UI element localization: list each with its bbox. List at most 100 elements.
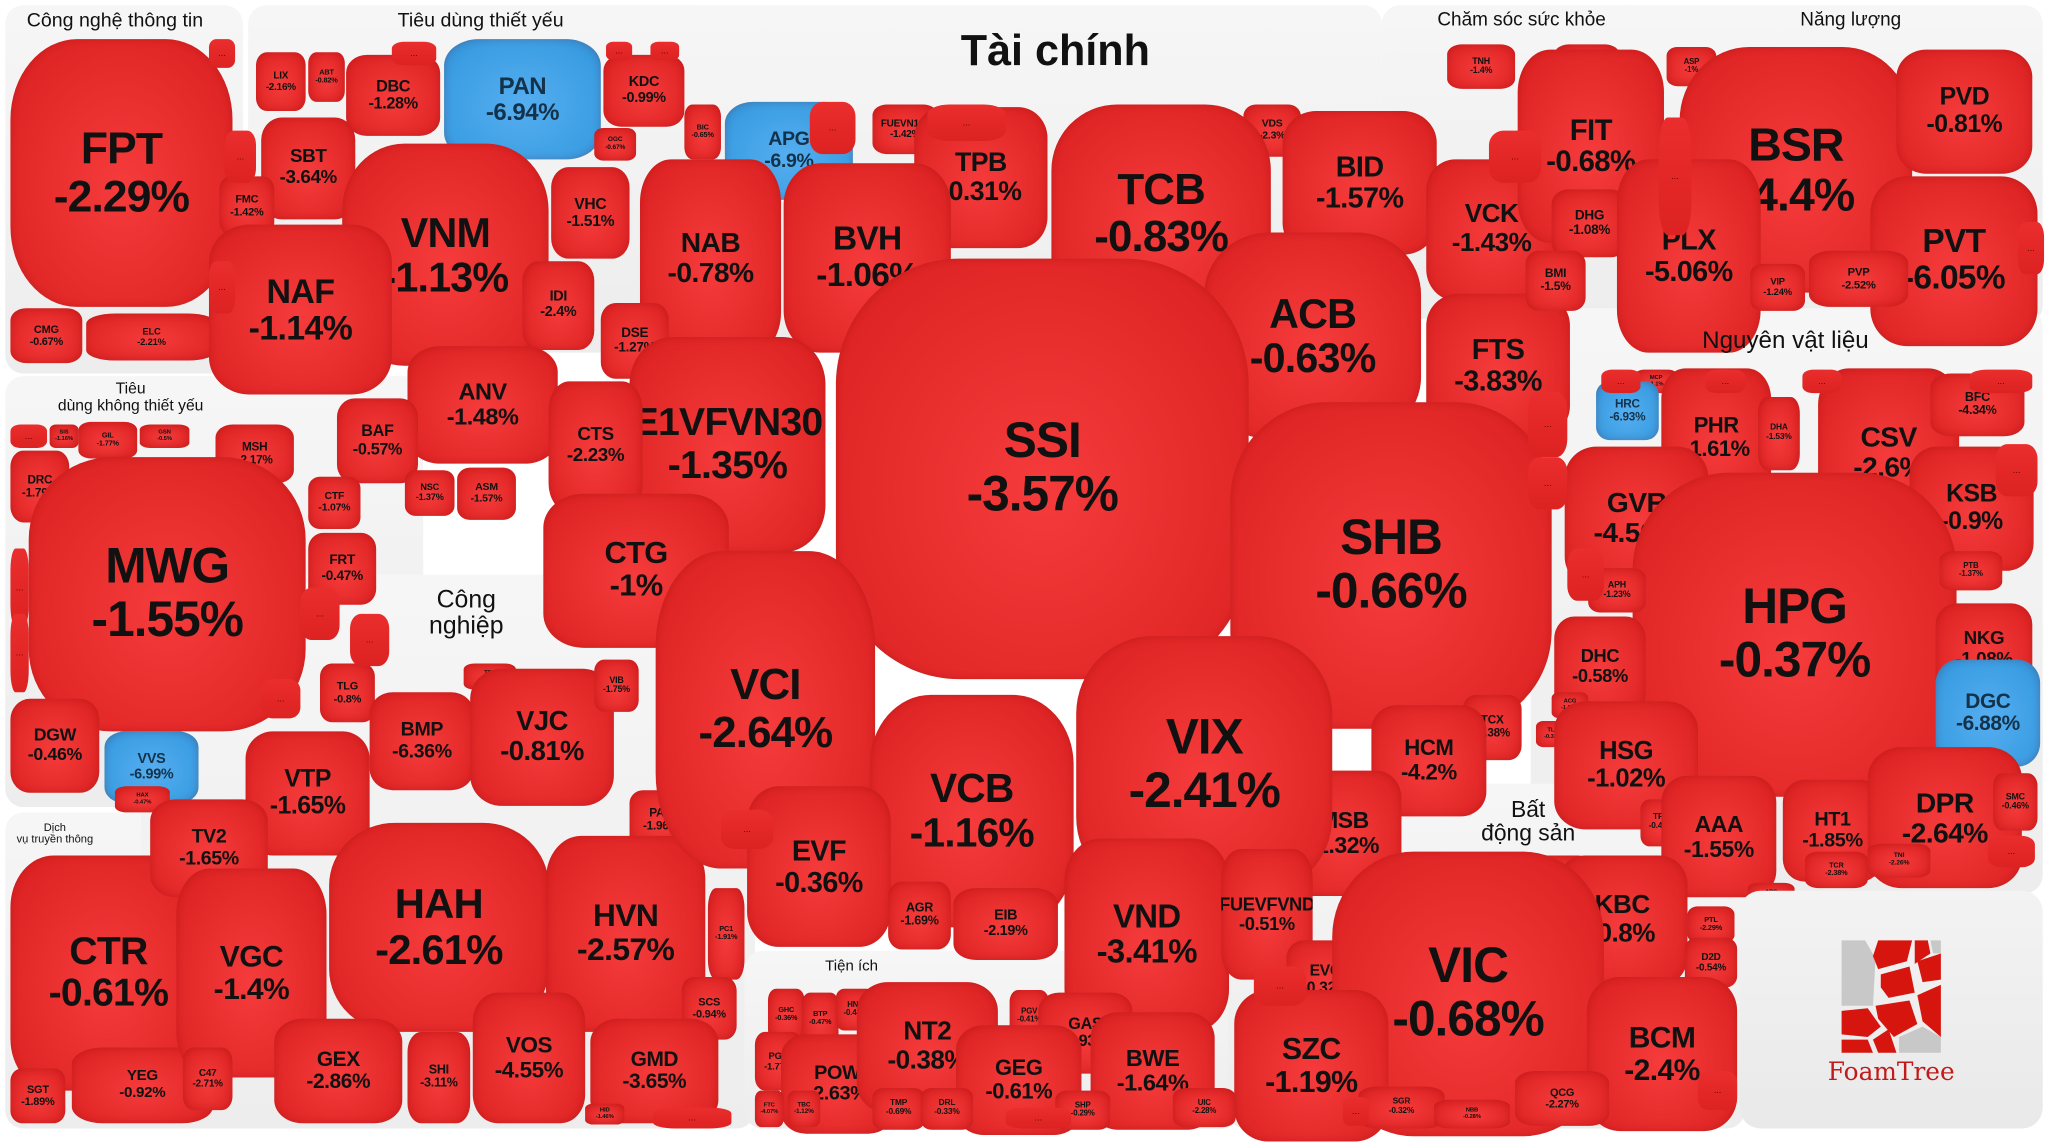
collapsed-stocks-cell[interactable]: ... <box>653 1107 732 1129</box>
collapsed-stocks-cell[interactable]: ... <box>1528 391 1568 458</box>
stock-cell-c47[interactable]: C47 -2.71% <box>182 1047 233 1111</box>
stock-cell-sgt[interactable]: SGT -1.89% <box>10 1068 66 1124</box>
stock-cell-cts[interactable]: CTS -2.23% <box>548 381 643 512</box>
stock-cell-dhg[interactable]: DHG -1.08% <box>1551 189 1628 258</box>
stock-cell-ptb[interactable]: PTB -1.37% <box>1939 551 2003 591</box>
collapsed-stocks-cell[interactable]: ... <box>300 587 340 640</box>
collapsed-stocks-cell[interactable]: ... <box>1658 117 1692 236</box>
stock-cell-abt[interactable]: ABT -0.82% <box>308 52 345 102</box>
stock-cell-evf[interactable]: EVF -0.36% <box>747 786 891 947</box>
stock-cell-hah[interactable]: HAH -2.61% <box>329 822 549 1032</box>
collapsed-stocks-cell[interactable]: ... <box>1802 369 1842 394</box>
stock-cell-ftc[interactable]: FTC -4.07% <box>754 1090 784 1128</box>
stock-cell-gsn[interactable]: GSN -0.5% <box>139 424 190 448</box>
collapsed-stocks-cell[interactable]: ... <box>1005 1107 1072 1129</box>
stock-cell-hid[interactable]: HID -1.46% <box>585 1103 625 1125</box>
stock-cell-idi[interactable]: IDI -2.4% <box>522 261 595 351</box>
stock-cell-shi[interactable]: SHI -3.11% <box>407 1031 471 1124</box>
stock-cell-pan[interactable]: PAN -6.94% <box>444 39 601 160</box>
collapsed-stocks-cell[interactable]: ... <box>208 39 236 68</box>
collapsed-stocks-cell[interactable]: ... <box>1488 130 1542 183</box>
stock-cell-pvd[interactable]: PVD -0.81% <box>1896 49 2033 174</box>
stock-cell-asm[interactable]: ASM -1.57% <box>457 467 516 520</box>
stock-cell-gil[interactable]: GIL -1.77% <box>78 421 138 459</box>
stock-cell-sgr[interactable]: SGR -0.32% <box>1358 1086 1445 1129</box>
stock-cell-dbc[interactable]: DBC -1.28% <box>346 54 441 136</box>
stock-cell-sis[interactable]: SIS -1.16% <box>49 424 79 448</box>
collapsed-stocks-cell[interactable]: ... <box>1705 369 1745 394</box>
stock-cell-drl[interactable]: DRL -0.33% <box>920 1087 974 1130</box>
collapsed-stocks-cell[interactable]: ... <box>1601 369 1641 394</box>
stock-cell-vhc[interactable]: VHC -1.51% <box>551 167 630 259</box>
stock-cell-tlg[interactable]: TLG -0.8% <box>319 663 375 723</box>
stock-cell-pc1[interactable]: PC1 -1.91% <box>707 888 745 980</box>
collapsed-stocks-cell[interactable]: ... <box>650 41 680 61</box>
collapsed-stocks-cell[interactable]: ... <box>720 809 774 849</box>
collapsed-stocks-cell[interactable]: ... <box>1342 1097 1369 1126</box>
collapsed-stocks-cell[interactable]: ... <box>10 613 29 693</box>
collapsed-stocks-cell[interactable]: ... <box>350 613 390 667</box>
stock-cell-ctf[interactable]: CTF -1.07% <box>308 476 361 529</box>
collapsed-stocks-cell[interactable]: ... <box>208 261 236 314</box>
stock-cell-bmp[interactable]: BMP -6.36% <box>369 692 475 791</box>
stock-cell-lix[interactable]: LIX -2.16% <box>255 52 306 112</box>
stock-cell-uic[interactable]: UIC -2.28% <box>1172 1087 1236 1128</box>
collapsed-stocks-cell[interactable]: ... <box>1567 548 1604 601</box>
stock-cell-nsc[interactable]: NSC -1.37% <box>404 470 455 516</box>
stock-cell-sbt[interactable]: SBT -3.64% <box>261 117 356 220</box>
stock-cell-vgc[interactable]: VGC -1.4% <box>176 868 327 1078</box>
stock-cell-naf[interactable]: NAF -1.14% <box>208 224 392 395</box>
stock-cell-bic[interactable]: BIC -0.65% <box>684 104 721 160</box>
stock-cell-anv[interactable]: ANV -1.48% <box>407 346 558 464</box>
collapsed-stocks-cell[interactable]: ... <box>606 41 633 61</box>
stock-cell-ogc[interactable]: OGC -0.67% <box>594 127 637 161</box>
stock-cell-tmp[interactable]: TMP -0.69% <box>872 1087 925 1130</box>
stock-cell-qcg[interactable]: QCG -2.27% <box>1515 1071 1610 1126</box>
collapsed-stocks-cell[interactable]: ... <box>1987 835 2035 868</box>
stock-cell-vip[interactable]: VIP -1.24% <box>1750 263 1806 311</box>
collapsed-stocks-cell[interactable]: ... <box>809 101 856 155</box>
collapsed-stocks-cell[interactable]: ... <box>261 679 301 719</box>
stock-cell-cmg[interactable]: CMG -0.67% <box>10 308 83 364</box>
collapsed-stocks-cell[interactable]: ... <box>10 548 29 627</box>
stock-cell-bid[interactable]: BID -1.57% <box>1282 111 1437 255</box>
stock-cell-ptl[interactable]: PTL -2.29% <box>1687 906 1735 944</box>
collapsed-stocks-cell[interactable]: ... <box>1253 966 1307 1006</box>
stock-cell-bcm[interactable]: BCM -2.4% <box>1586 976 1738 1132</box>
stock-cell-vib[interactable]: VIB -1.75% <box>594 659 639 712</box>
collapsed-stocks-cell[interactable]: ... <box>1995 444 2038 497</box>
stock-cell-fuevfvnd[interactable]: FUEVFVND -0.51% <box>1221 848 1313 980</box>
collapsed-stocks-cell[interactable]: ... <box>1969 369 2033 394</box>
stock-cell-elc[interactable]: ELC -2.21% <box>86 313 217 361</box>
stock-cell-kdc[interactable]: KDC -0.99% <box>603 54 685 127</box>
stock-cell-tni[interactable]: TNI -2.26% <box>1867 843 1931 878</box>
stock-cell-pvp[interactable]: PVP -2.52% <box>1808 250 1909 307</box>
stock-cell-hsg[interactable]: HSG -1.02% <box>1554 701 1698 830</box>
stock-cell-dgw[interactable]: DGW -0.46% <box>10 698 100 793</box>
stock-cell-tnh[interactable]: TNH -1.4% <box>1447 44 1516 89</box>
collapsed-stocks-cell[interactable]: ... <box>927 104 1006 142</box>
collapsed-stocks-cell[interactable]: ... <box>224 130 256 183</box>
stock-cell-tbc[interactable]: TBC -1.12% <box>787 1090 821 1128</box>
stock-cell-tcr[interactable]: TCR -2.38% <box>1805 851 1868 889</box>
stock-cell-gex[interactable]: GEX -2.86% <box>274 1018 403 1124</box>
stock-cell-aaa[interactable]: AAA -1.55% <box>1661 775 1777 898</box>
stock-cell-dha[interactable]: DHA -1.53% <box>1758 397 1800 471</box>
collapsed-stocks-cell[interactable]: ... <box>391 41 437 66</box>
stock-cell-szc[interactable]: SZC -1.19% <box>1234 990 1389 1142</box>
stock-cell-nbb[interactable]: NBB -0.28% <box>1434 1099 1510 1129</box>
collapsed-stocks-cell[interactable]: ... <box>10 424 48 448</box>
stock-cell-smc[interactable]: SMC -0.46% <box>1993 773 2038 831</box>
stock-cell-ssi[interactable]: SSI -3.57% <box>835 258 1249 680</box>
collapsed-stocks-cell[interactable]: ... <box>1697 1071 1738 1111</box>
stock-cell-eib[interactable]: EIB -2.19% <box>953 888 1058 960</box>
collapsed-stocks-cell[interactable]: ... <box>1528 457 1568 510</box>
stock-cell-baf[interactable]: BAF -0.57% <box>336 398 418 484</box>
stock-cell-vjc[interactable]: VJC -0.81% <box>470 668 614 806</box>
stock-cell-mwg[interactable]: MWG -1.55% <box>28 457 306 732</box>
collapsed-stocks-cell[interactable]: ... <box>2017 222 2045 275</box>
stock-cell-vos[interactable]: VOS -4.55% <box>472 992 586 1124</box>
stock-cell-fpt[interactable]: FPT -2.29% <box>10 39 233 307</box>
stock-cell-agr[interactable]: AGR -1.69% <box>888 881 951 950</box>
